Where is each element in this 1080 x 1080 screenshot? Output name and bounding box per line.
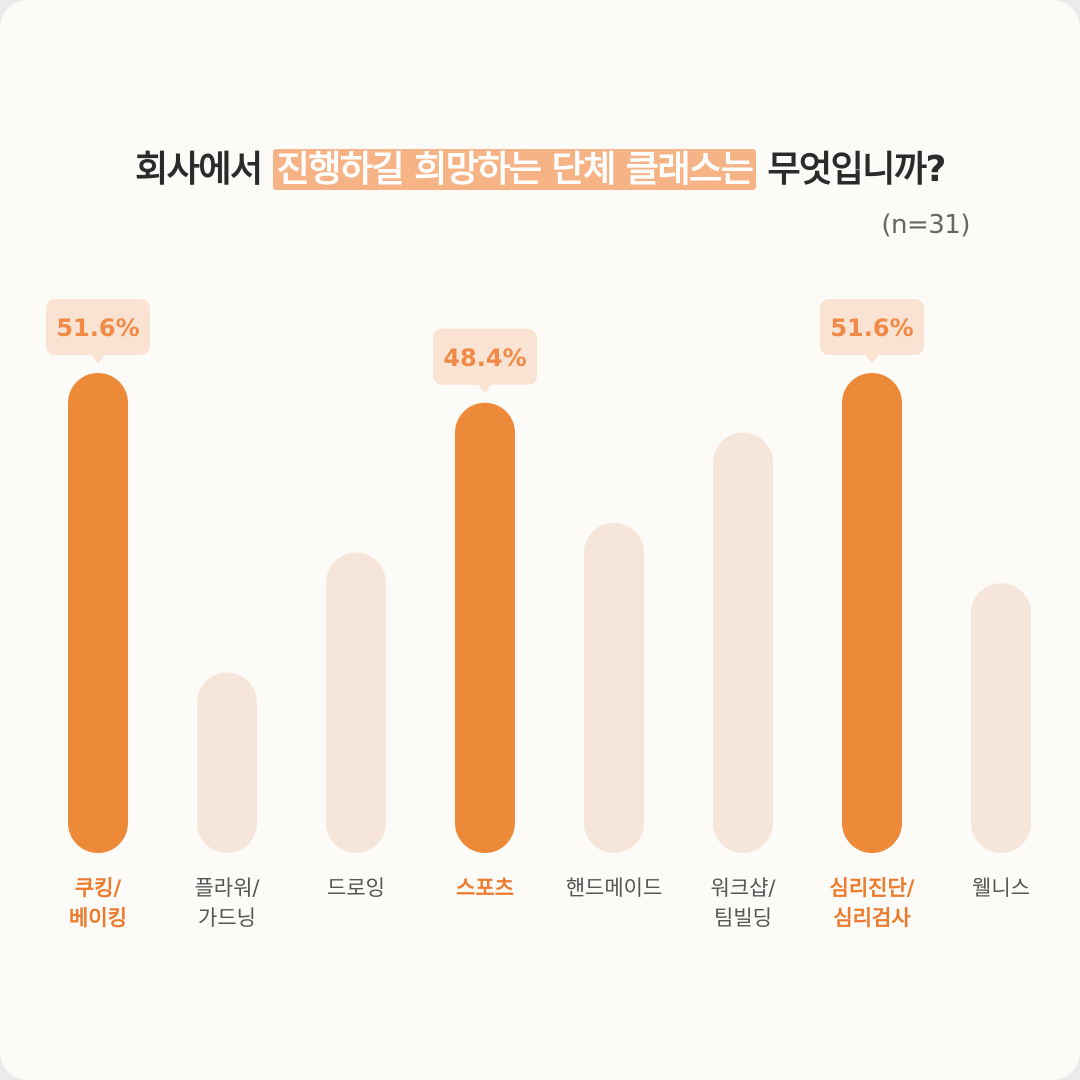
bar-6 xyxy=(713,432,773,853)
svg-text:48.4%: 48.4% xyxy=(443,344,526,372)
category-label-7: 심리진단/심리검사 xyxy=(830,876,915,930)
data-label-1: 51.6% xyxy=(46,299,150,364)
title-before: 회사에서 xyxy=(135,149,263,190)
category-label-5: 핸드메이드 xyxy=(566,876,663,900)
bar-7 xyxy=(842,373,902,853)
svg-text:51.6%: 51.6% xyxy=(830,314,913,342)
category-label-4: 스포츠 xyxy=(456,876,514,900)
bar-8 xyxy=(971,583,1031,853)
chart-title: 회사에서 진행하길 희망하는 단체 클래스는 무엇입니까? xyxy=(0,142,1080,198)
category-label-2: 플라워/가드닝 xyxy=(194,876,260,930)
bar-2 xyxy=(197,672,257,853)
data-label-4: 48.4% xyxy=(433,328,537,394)
svg-text:51.6%: 51.6% xyxy=(56,314,139,342)
category-label-8: 웰니스 xyxy=(972,876,1030,900)
bar-3 xyxy=(326,552,386,853)
title-after: 무엇입니까? xyxy=(767,149,946,190)
data-label-7: 51.6% xyxy=(820,299,924,364)
category-label-6: 워크샵/팀빌딩 xyxy=(710,876,776,930)
bar-1 xyxy=(68,373,128,853)
category-label-3: 드로잉 xyxy=(327,876,385,900)
bar-4 xyxy=(455,402,515,853)
sample-size: (n=31) xyxy=(881,210,970,240)
bar-5 xyxy=(584,522,644,853)
category-label-1: 쿠킹/베이킹 xyxy=(69,876,127,930)
title-highlight: 진행하길 희망하는 단체 클래스는 xyxy=(272,149,757,190)
